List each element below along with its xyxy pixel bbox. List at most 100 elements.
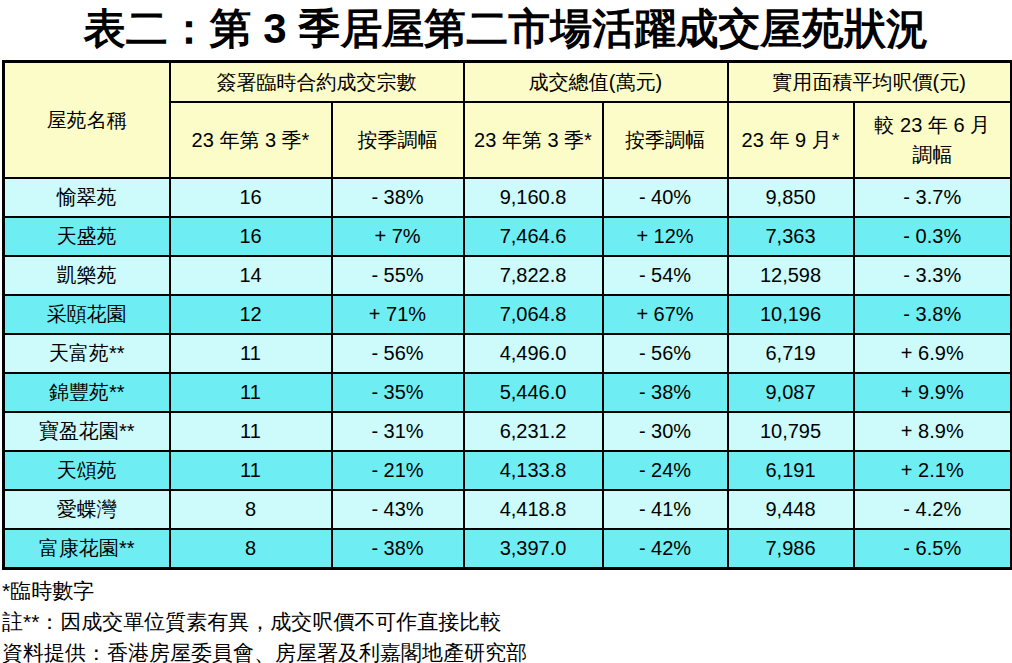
estate-name: 愉翠苑	[4, 178, 170, 217]
psf-price: 12,598	[728, 256, 854, 295]
col-header-deals-q3: 23 年第 3 季*	[170, 102, 332, 178]
deals-change: - 55%	[332, 256, 464, 295]
estate-name: 富康花園**	[4, 529, 170, 568]
psf-change: + 9.9%	[854, 373, 1012, 412]
deals-count: 12	[170, 295, 332, 334]
deals-count: 11	[170, 373, 332, 412]
psf-price: 9,448	[728, 490, 854, 529]
table-row: 天頌苑11- 21%4,133.8- 24%6,191+ 2.1%	[4, 451, 1012, 490]
deals-change: - 31%	[332, 412, 464, 451]
psf-change-line1: 較 23 年 6 月	[857, 110, 1009, 140]
psf-change-line2: 調幅	[857, 140, 1009, 170]
total-value: 4,418.8	[464, 490, 603, 529]
deals-change: - 43%	[332, 490, 464, 529]
value-change: - 42%	[603, 529, 728, 568]
total-value: 4,133.8	[464, 451, 603, 490]
col-header-psf-sep: 23 年 9 月*	[728, 102, 854, 178]
page-title: 表二：第 3 季居屋第二市場活躍成交屋苑狀況	[0, 0, 1012, 60]
value-change: - 24%	[603, 451, 728, 490]
table-row: 采頤花園12+ 71%7,064.8+ 67%10,196- 3.8%	[4, 295, 1012, 334]
table-row: 天富苑**11- 56%4,496.0- 56%6,719+ 6.9%	[4, 334, 1012, 373]
value-change: + 12%	[603, 217, 728, 256]
col-group-psf-price: 實用面積平均呎價(元)	[728, 62, 1012, 103]
col-header-deals-change: 按季調幅	[332, 102, 464, 178]
value-change: + 67%	[603, 295, 728, 334]
deals-count: 11	[170, 451, 332, 490]
total-value: 4,496.0	[464, 334, 603, 373]
table-row: 愉翠苑16- 38%9,160.8- 40%9,850- 3.7%	[4, 178, 1012, 217]
deals-change: - 56%	[332, 334, 464, 373]
estate-name: 天盛苑	[4, 217, 170, 256]
table-row: 富康花園**8- 38%3,397.0- 42%7,986- 6.5%	[4, 529, 1012, 568]
table-body: 愉翠苑16- 38%9,160.8- 40%9,850- 3.7%天盛苑16+ …	[4, 178, 1012, 568]
deals-count: 14	[170, 256, 332, 295]
deals-count: 16	[170, 178, 332, 217]
psf-price: 7,986	[728, 529, 854, 568]
estate-name: 采頤花園	[4, 295, 170, 334]
psf-change: - 0.3%	[854, 217, 1012, 256]
value-change: - 40%	[603, 178, 728, 217]
table-row: 錦豐苑**11- 35%5,446.0- 38%9,087+ 9.9%	[4, 373, 1012, 412]
estate-name: 天頌苑	[4, 451, 170, 490]
deals-count: 8	[170, 529, 332, 568]
estate-name: 錦豐苑**	[4, 373, 170, 412]
col-group-total-value: 成交總值(萬元)	[464, 62, 728, 103]
deals-change: - 21%	[332, 451, 464, 490]
value-change: - 54%	[603, 256, 728, 295]
psf-price: 6,719	[728, 334, 854, 373]
total-value: 3,397.0	[464, 529, 603, 568]
total-value: 7,064.8	[464, 295, 603, 334]
value-change: - 38%	[603, 373, 728, 412]
col-group-deals: 簽署臨時合約成交宗數	[170, 62, 464, 103]
deals-count: 11	[170, 412, 332, 451]
value-change: - 41%	[603, 490, 728, 529]
deals-change: - 35%	[332, 373, 464, 412]
col-header-psf-change: 較 23 年 6 月 調幅	[854, 102, 1012, 178]
total-value: 7,822.8	[464, 256, 603, 295]
estate-name: 寶盈花園**	[4, 412, 170, 451]
psf-change: + 8.9%	[854, 412, 1012, 451]
total-value: 5,446.0	[464, 373, 603, 412]
total-value: 6,231.2	[464, 412, 603, 451]
footnote-double-asterisk: 註**：因成交單位質素有異，成交呎價不可作直接比較	[2, 606, 1012, 637]
table-row: 寶盈花園**11- 31%6,231.2- 30%10,795+ 8.9%	[4, 412, 1012, 451]
value-change: - 56%	[603, 334, 728, 373]
total-value: 7,464.6	[464, 217, 603, 256]
value-change: - 30%	[603, 412, 728, 451]
header-group-row: 屋苑名稱 簽署臨時合約成交宗數 成交總值(萬元) 實用面積平均呎價(元)	[4, 62, 1012, 103]
psf-change: - 3.3%	[854, 256, 1012, 295]
col-header-value-change: 按季調幅	[603, 102, 728, 178]
col-header-estate-name: 屋苑名稱	[4, 62, 170, 179]
estate-name: 愛蝶灣	[4, 490, 170, 529]
psf-price: 7,363	[728, 217, 854, 256]
psf-change: - 6.5%	[854, 529, 1012, 568]
psf-price: 10,795	[728, 412, 854, 451]
total-value: 9,160.8	[464, 178, 603, 217]
deals-count: 8	[170, 490, 332, 529]
deals-count: 16	[170, 217, 332, 256]
deals-change: + 71%	[332, 295, 464, 334]
col-header-value-q3: 23 年第 3 季*	[464, 102, 603, 178]
deals-change: + 7%	[332, 217, 464, 256]
psf-change: - 4.2%	[854, 490, 1012, 529]
psf-price: 9,087	[728, 373, 854, 412]
psf-change: + 6.9%	[854, 334, 1012, 373]
deals-change: - 38%	[332, 529, 464, 568]
deals-count: 11	[170, 334, 332, 373]
psf-change: - 3.7%	[854, 178, 1012, 217]
estate-name: 天富苑**	[4, 334, 170, 373]
psf-change: - 3.8%	[854, 295, 1012, 334]
table-row: 愛蝶灣8- 43%4,418.8- 41%9,448- 4.2%	[4, 490, 1012, 529]
psf-price: 10,196	[728, 295, 854, 334]
footnotes: *臨時數字 註**：因成交單位質素有異，成交呎價不可作直接比較 資料提供：香港房…	[2, 575, 1012, 663]
estates-table: 屋苑名稱 簽署臨時合約成交宗數 成交總值(萬元) 實用面積平均呎價(元) 23 …	[2, 60, 1012, 570]
table-header: 屋苑名稱 簽署臨時合約成交宗數 成交總值(萬元) 實用面積平均呎價(元) 23 …	[4, 62, 1012, 179]
psf-change: + 2.1%	[854, 451, 1012, 490]
deals-change: - 38%	[332, 178, 464, 217]
table-row: 凱樂苑14- 55%7,822.8- 54%12,598- 3.3%	[4, 256, 1012, 295]
footnote-provisional: *臨時數字	[2, 575, 1012, 606]
table-row: 天盛苑16+ 7%7,464.6+ 12%7,363- 0.3%	[4, 217, 1012, 256]
footnote-source: 資料提供：香港房屋委員會、房屋署及利嘉閣地產研究部	[2, 637, 1012, 663]
psf-price: 6,191	[728, 451, 854, 490]
estate-name: 凱樂苑	[4, 256, 170, 295]
